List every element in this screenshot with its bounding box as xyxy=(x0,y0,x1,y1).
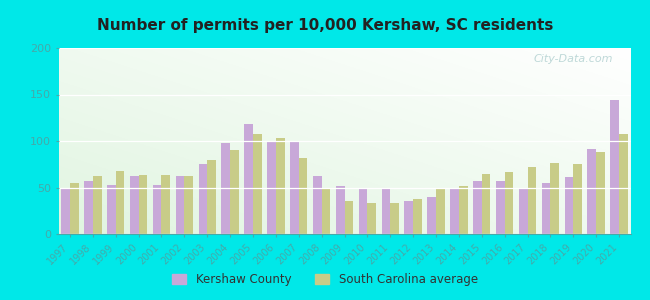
Bar xyxy=(496,181,504,234)
Bar xyxy=(473,181,482,234)
Bar xyxy=(185,176,193,234)
Bar xyxy=(267,141,276,234)
Bar xyxy=(207,160,216,234)
Bar xyxy=(299,158,307,234)
Bar xyxy=(313,176,322,234)
Bar xyxy=(565,177,573,234)
Bar xyxy=(253,134,262,234)
Bar xyxy=(138,176,148,234)
Bar xyxy=(619,134,628,234)
Bar xyxy=(153,185,161,234)
Bar xyxy=(161,176,170,234)
Bar xyxy=(70,183,79,234)
Text: Number of permits per 10,000 Kershaw, SC residents: Number of permits per 10,000 Kershaw, SC… xyxy=(97,18,553,33)
Bar xyxy=(459,186,467,234)
Bar xyxy=(610,100,619,234)
Bar xyxy=(359,188,367,234)
Bar xyxy=(436,188,445,234)
Bar xyxy=(290,141,299,234)
Bar xyxy=(61,188,70,234)
Bar xyxy=(344,200,353,234)
Bar xyxy=(84,181,93,234)
Bar xyxy=(427,197,436,234)
Bar xyxy=(504,172,514,234)
Bar xyxy=(404,200,413,234)
Bar xyxy=(93,176,101,234)
Bar xyxy=(390,203,399,234)
Bar xyxy=(528,167,536,234)
Bar xyxy=(276,138,285,234)
Text: City-Data.com: City-Data.com xyxy=(534,54,614,64)
Bar xyxy=(367,203,376,234)
Bar xyxy=(130,176,138,234)
Bar xyxy=(450,188,459,234)
Bar xyxy=(230,150,239,234)
Legend: Kershaw County, South Carolina average: Kershaw County, South Carolina average xyxy=(168,269,482,291)
Bar xyxy=(588,149,596,234)
Bar xyxy=(116,171,124,234)
Bar xyxy=(176,176,185,234)
Bar xyxy=(551,163,559,234)
Bar xyxy=(322,188,330,234)
Bar xyxy=(573,164,582,234)
Bar xyxy=(198,164,207,234)
Bar xyxy=(413,199,422,234)
Bar xyxy=(541,183,551,234)
Bar xyxy=(222,143,230,234)
Bar xyxy=(107,185,116,234)
Bar xyxy=(519,188,528,234)
Bar xyxy=(244,124,253,234)
Bar xyxy=(482,173,491,234)
Bar xyxy=(382,189,390,234)
Bar xyxy=(596,152,605,234)
Bar xyxy=(336,186,344,234)
